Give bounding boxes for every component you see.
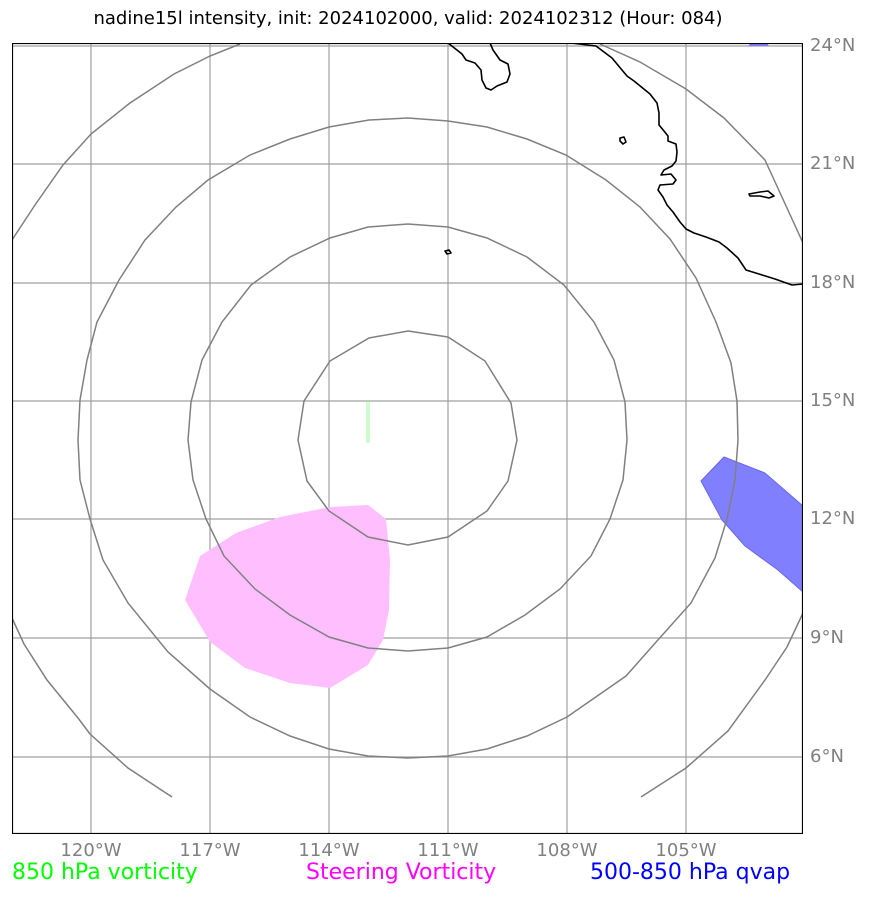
lon-label-120w: 120°W [60,840,122,861]
legend-qvap: 500-850 hPa qvap [590,860,791,885]
legend-850-vorticity: 850 hPa vorticity [12,860,198,885]
vorticity-850-streak [366,402,370,443]
range-ring-4-se [640,612,803,798]
range-ring-3 [77,117,739,759]
qvap-area [700,456,803,593]
lat-label-18n: 18°N [810,272,856,293]
range-ring-4 [12,43,241,241]
lat-label-15n: 15°N [810,390,856,411]
map-title: nadine15l intensity, init: 2024102000, v… [93,8,723,29]
mexico-mainland-coast [570,43,803,286]
lon-label-108w: 108°W [536,840,598,861]
legend-steering-vorticity: Steering Vorticity [306,860,497,885]
baja-california-coast [447,43,511,91]
lon-label-105w: 105°W [655,840,717,861]
range-ring-2 [187,223,628,652]
lat-label-12n: 12°N [810,508,856,529]
range-ring-4-ne [599,43,803,244]
coastlines [444,43,803,286]
range-ring-4-sw [12,617,173,798]
lon-label-114w: 114°W [298,840,360,861]
steering-vorticity-area [185,505,390,688]
lon-label-111w: 111°W [417,840,479,861]
lat-label-21n: 21°N [810,153,856,174]
gridlines [12,43,803,834]
range-rings [12,43,803,798]
lon-label-117w: 117°W [179,840,241,861]
lat-label-9n: 9°N [810,627,844,648]
islas-marias [619,136,627,145]
range-ring-1 [297,330,518,546]
socorro-island [444,249,452,255]
lat-label-6n: 6°N [810,746,844,767]
lat-label-24n: 24°N [810,35,856,56]
map-plot [12,43,803,834]
chapala-lake [748,190,775,199]
map-border [12,43,803,834]
